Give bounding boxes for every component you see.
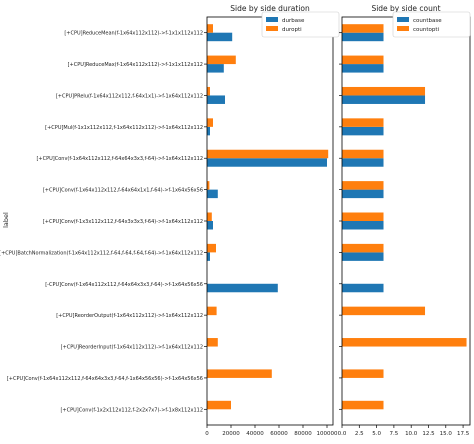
bar-countopti-11 [342,369,384,378]
x-tick-label-1-0: 0.0 [338,431,347,437]
bar-countopti-7 [342,243,384,253]
axes-frame-0 [206,16,334,426]
legend-label-duropti: duropti [282,27,302,33]
x-tick-label-0-1: 20000 [222,431,240,437]
bar-countbase-1 [342,64,384,73]
bar-durbase-1 [207,64,224,73]
x-tick-label-0-4: 80000 [294,431,312,437]
category-label-0: [+CPU]ReduceMean(f-1x64x112x112)->f-1x1x… [64,31,203,37]
bar-duropti-2 [207,86,210,96]
bar-duropti-0 [207,24,213,33]
bar-countopti-2 [342,86,426,96]
bar-duropti-10 [207,338,218,347]
legend-swatch-countbase [397,17,409,22]
legend-swatch-durbase [266,17,278,22]
bar-duropti-9 [207,306,217,316]
legend-box-1 [392,11,471,38]
bar-durbase-2 [207,95,225,104]
category-label-3: [+CPU]Mul(f-1x1x112x112,f-1x64x112x112)-… [45,125,203,131]
x-tick-label-1-3: 7.5 [390,431,399,437]
category-label-1: [+CPU]ReduceMax(f-1x64x112x112)->f-1x1x1… [68,62,203,68]
bar-countopti-5 [342,181,384,190]
category-label-6: [+CPU]Conv(f-1x3x112x112,f-64x3x3x3,f-64… [43,219,203,225]
x-tick-label-1-1: 2.5 [355,431,364,437]
bar-countopti-0 [342,24,384,33]
legend-box-0 [261,11,340,38]
bar-durbase-3 [207,126,210,136]
bar-durbase-8 [207,283,278,293]
legend-label-durbase: durbase [282,18,305,24]
category-label-7: [+CPU]BatchNormalization(f-1x64x112x112,… [0,250,203,256]
legend-label-countopti: countopti [413,27,440,33]
y-axis-label: label [2,212,10,228]
bar-countopti-1 [342,55,384,65]
bar-countbase-7 [342,252,384,261]
bar-countopti-12 [342,400,384,410]
bar-duropti-4 [207,149,329,159]
bar-countbase-8 [342,283,384,293]
chart-title-1: Side by side count [371,4,440,13]
bar-countbase-0 [342,32,384,42]
category-label-12: [+CPU]Conv(f-1x2x112x112,f-2x2x7x7)->f-1… [60,407,203,413]
bar-duropti-7 [207,243,216,253]
x-tick-label-1-6: 15.0 [440,431,453,437]
bar-durbase-7 [207,252,210,261]
x-tick-label-1-5: 12.5 [422,431,435,437]
legend-swatch-countopti [397,26,409,31]
category-label-5: [+CPU]Conv(f-1x64x112x112,f-64x64x1x1,f-… [43,188,203,194]
category-label-8: [-CPU]Conv(f-1x64x112x112,f-64x64x3x3,f-… [45,282,203,288]
x-tick-label-0-0: 0 [205,431,209,437]
x-tick-label-1-7: 17.5 [457,431,470,437]
bar-countopti-6 [342,212,384,221]
legend-label-countbase: countbase [413,18,442,24]
bar-durbase-4 [207,158,327,167]
bar-countbase-6 [342,221,384,230]
x-tick-label-0-2: 40000 [246,431,264,437]
legend-swatch-duropti [266,26,278,31]
bar-duropti-1 [207,55,236,65]
bar-durbase-5 [207,189,218,199]
bar-countopti-4 [342,149,384,159]
category-label-2: [+CPU]PRelu(f-1x64x112x112,f-64x1x1)->f-… [56,93,203,99]
bar-durbase-0 [207,32,233,42]
bar-countopti-9 [342,306,426,316]
bar-countbase-4 [342,158,384,167]
bar-countbase-3 [342,126,384,136]
bar-duropti-12 [207,400,231,410]
x-tick-label-0-3: 60000 [270,431,288,437]
category-label-11: [+CPU]Conv(f-1x64x112x112,f-64x64x3x3,f-… [7,376,203,382]
bar-countbase-5 [342,189,384,199]
x-tick-label-1-2: 5.0 [372,431,381,437]
bar-countopti-10 [342,338,467,347]
bar-countopti-3 [342,118,384,127]
category-label-10: [+CPU]ReorderInput(f-1x64x112x112)->f-1x… [61,345,203,351]
x-tick-label-1-4: 10.0 [405,431,418,437]
bar-duropti-5 [207,181,210,190]
bar-durbase-6 [207,221,213,230]
bar-duropti-11 [207,369,272,378]
bar-countbase-2 [342,95,426,104]
bar-duropti-6 [207,212,212,221]
category-label-4: [+CPU]Conv(f-1x64x112x112,f-64x64x3x3,f-… [36,156,203,162]
chart-title-0: Side by side duration [230,4,310,13]
x-tick-label-0-5: 100000 [317,431,338,437]
bar-duropti-3 [207,118,213,127]
category-label-9: [+CPU]ReorderOutput(f-1x64x112x112)->f-1… [56,313,203,319]
